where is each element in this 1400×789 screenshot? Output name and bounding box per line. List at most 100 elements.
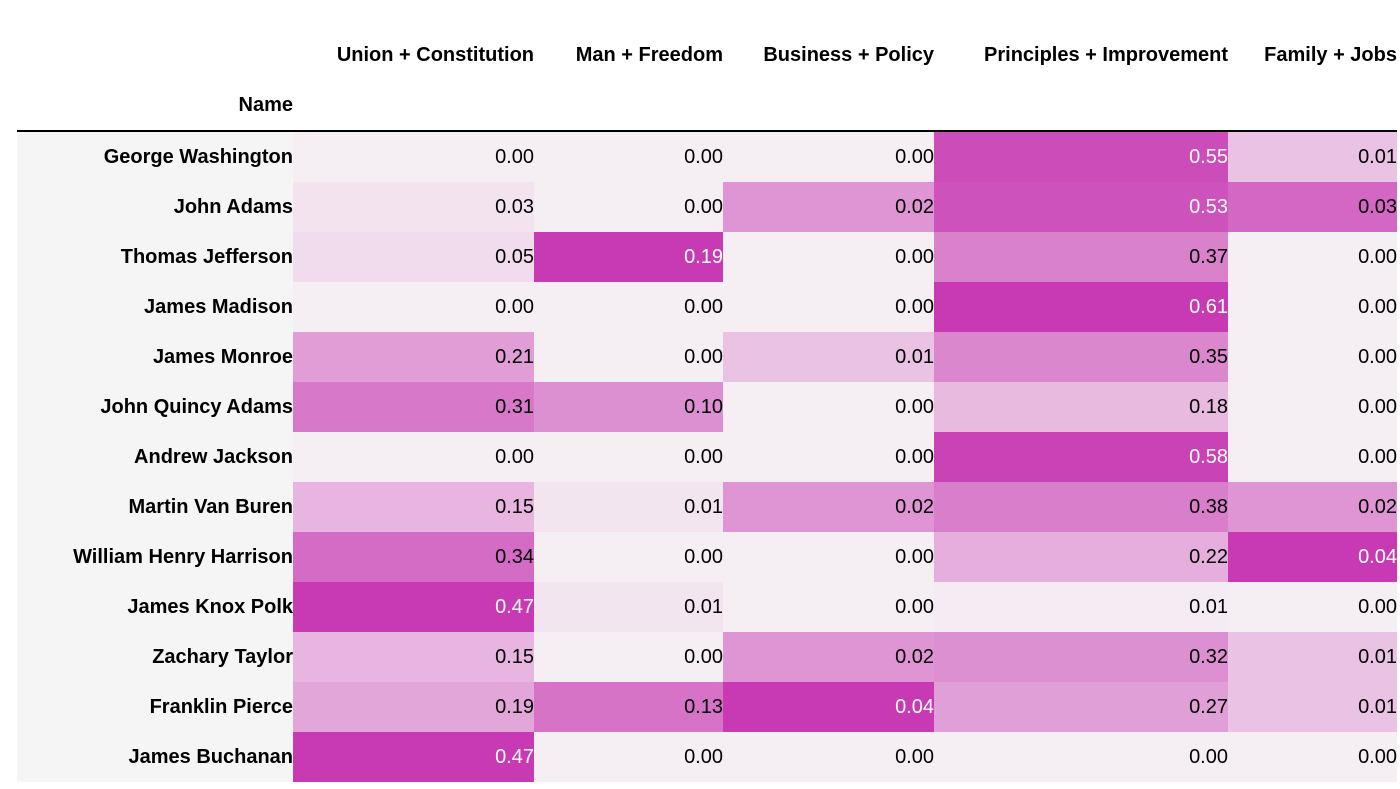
heatmap-cell: 0.00	[723, 582, 934, 632]
heatmap-cell: 0.47	[293, 732, 534, 782]
table-row: Zachary Taylor 0.15 0.00 0.02 0.32 0.01	[17, 632, 1397, 682]
heatmap-cell: 0.01	[1228, 682, 1397, 732]
heatmap-cell: 0.02	[723, 182, 934, 232]
table-row: James Buchanan 0.47 0.00 0.00 0.00 0.00	[17, 732, 1397, 782]
index-name-row: Name	[17, 80, 1397, 132]
heatmap-cell: 0.04	[1228, 532, 1397, 582]
row-label: James Monroe	[17, 332, 293, 382]
heatmap-cell: 0.01	[534, 482, 723, 532]
heatmap-cell: 0.55	[934, 131, 1228, 182]
heatmap-cell: 0.00	[534, 732, 723, 782]
column-header: Family + Jobs	[1264, 43, 1397, 66]
heatmap-cell: 0.32	[934, 632, 1228, 682]
heatmap-cell: 0.05	[293, 232, 534, 282]
heatmap-cell: 0.00	[723, 131, 934, 182]
column-header: Union + Constitution	[336, 43, 534, 66]
row-label: Franklin Pierce	[17, 682, 293, 732]
heatmap-cell: 0.00	[723, 282, 934, 332]
table-row: James Monroe 0.21 0.00 0.01 0.35 0.00	[17, 332, 1397, 382]
heatmap-cell: 0.00	[293, 131, 534, 182]
table-row: John Quincy Adams 0.31 0.10 0.00 0.18 0.00	[17, 382, 1397, 432]
heatmap-cell: 0.02	[723, 482, 934, 532]
heatmap-cell: 0.00	[534, 282, 723, 332]
heatmap-cell: 0.00	[534, 432, 723, 482]
heatmap-cell: 0.53	[934, 182, 1228, 232]
heatmap-cell: 0.38	[934, 482, 1228, 532]
heatmap-cell: 0.18	[934, 382, 1228, 432]
column-header: Man + Freedom	[575, 43, 723, 66]
table-row: James Knox Polk 0.47 0.01 0.00 0.01 0.00	[17, 582, 1397, 632]
heatmap-cell: 0.03	[1228, 182, 1397, 232]
heatmap-cell: 0.02	[723, 632, 934, 682]
heatmap-cell: 0.34	[293, 532, 534, 582]
heatmap-cell: 0.00	[1228, 282, 1397, 332]
table-row: George Washington 0.00 0.00 0.00 0.55 0.01	[17, 131, 1397, 182]
heatmap-cell: 0.00	[1228, 382, 1397, 432]
heatmap-cell: 0.00	[534, 532, 723, 582]
heatmap-cell: 0.03	[293, 182, 534, 232]
row-label: Zachary Taylor	[17, 632, 293, 682]
heatmap-cell: 0.37	[934, 232, 1228, 282]
heatmap-table: Union + Constitution Man + Freedom Busin…	[17, 30, 1397, 782]
heatmap-cell: 0.00	[723, 732, 934, 782]
heatmap-cell: 0.00	[534, 182, 723, 232]
column-header: Business + Policy	[763, 43, 934, 66]
table-row: Andrew Jackson 0.00 0.00 0.00 0.58 0.00	[17, 432, 1397, 482]
heatmap-cell: 0.00	[534, 332, 723, 382]
heatmap-cell: 0.00	[723, 232, 934, 282]
heatmap-cell: 0.01	[723, 332, 934, 382]
heatmap-cell: 0.00	[1228, 432, 1397, 482]
heatmap-cell: 0.15	[293, 482, 534, 532]
heatmap-cell: 0.58	[934, 432, 1228, 482]
heatmap-cell: 0.00	[534, 632, 723, 682]
row-label: John Quincy Adams	[17, 382, 293, 432]
heatmap-cell: 0.31	[293, 382, 534, 432]
heatmap-cell: 0.00	[934, 732, 1228, 782]
heatmap-cell: 0.01	[534, 582, 723, 632]
row-label: George Washington	[17, 131, 293, 182]
heatmap-cell: 0.21	[293, 332, 534, 382]
heatmap-cell: 0.13	[534, 682, 723, 732]
table-row: Franklin Pierce 0.19 0.13 0.04 0.27 0.01	[17, 682, 1397, 732]
heatmap-cell: 0.47	[293, 582, 534, 632]
heatmap-cell: 0.00	[1228, 332, 1397, 382]
heatmap-cell: 0.00	[1228, 232, 1397, 282]
table-row: James Madison 0.00 0.00 0.00 0.61 0.00	[17, 282, 1397, 332]
corner-cell	[17, 30, 293, 80]
heatmap-cell: 0.04	[723, 682, 934, 732]
heatmap-cell: 0.00	[293, 432, 534, 482]
heatmap-cell: 0.00	[534, 131, 723, 182]
heatmap-cell: 0.00	[1228, 582, 1397, 632]
heatmap-cell: 0.00	[293, 282, 534, 332]
heatmap-cell: 0.01	[1228, 131, 1397, 182]
row-label: James Knox Polk	[17, 582, 293, 632]
row-label: John Adams	[17, 182, 293, 232]
column-header-row: Union + Constitution Man + Freedom Busin…	[17, 30, 1397, 80]
table-row: John Adams 0.03 0.00 0.02 0.53 0.03	[17, 182, 1397, 232]
column-header: Principles + Improvement	[984, 43, 1228, 66]
row-label: William Henry Harrison	[17, 532, 293, 582]
row-label: James Madison	[17, 282, 293, 332]
heatmap-cell: 0.01	[1228, 632, 1397, 682]
index-name-label: Name	[17, 80, 293, 132]
table-row: Martin Van Buren 0.15 0.01 0.02 0.38 0.02	[17, 482, 1397, 532]
heatmap-cell: 0.00	[723, 532, 934, 582]
heatmap-cell: 0.10	[534, 382, 723, 432]
row-label: Andrew Jackson	[17, 432, 293, 482]
heatmap-cell: 0.02	[1228, 482, 1397, 532]
heatmap-cell: 0.27	[934, 682, 1228, 732]
row-label: James Buchanan	[17, 732, 293, 782]
heatmap-cell: 0.01	[934, 582, 1228, 632]
heatmap-cell: 0.61	[934, 282, 1228, 332]
heatmap-cell: 0.19	[534, 232, 723, 282]
heatmap-cell: 0.19	[293, 682, 534, 732]
heatmap-cell: 0.15	[293, 632, 534, 682]
heatmap-body: George Washington 0.00 0.00 0.00 0.55 0.01 Joh…	[17, 131, 1397, 782]
row-label: Thomas Jefferson	[17, 232, 293, 282]
heatmap-cell: 0.35	[934, 332, 1228, 382]
table-row: Thomas Jefferson 0.05 0.19 0.00 0.37 0.00	[17, 232, 1397, 282]
heatmap-cell: 0.22	[934, 532, 1228, 582]
heatmap-cell: 0.00	[723, 382, 934, 432]
heatmap-cell: 0.00	[723, 432, 934, 482]
heatmap-cell: 0.00	[1228, 732, 1397, 782]
